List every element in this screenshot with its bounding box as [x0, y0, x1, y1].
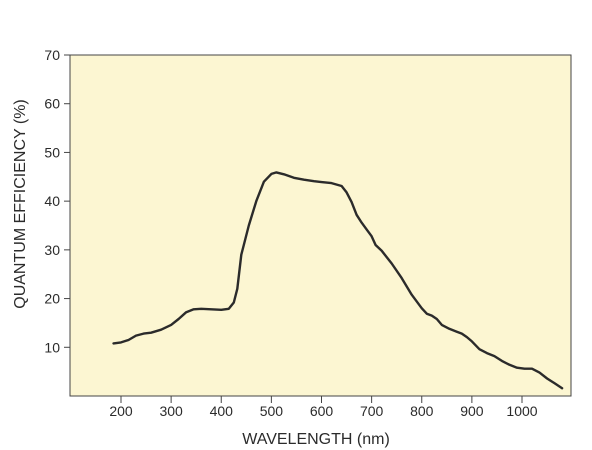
y-axis: 10 20 30 40 50 60 70 [44, 47, 70, 355]
x-tick-label: 700 [360, 403, 384, 419]
series-layer [112, 171, 564, 390]
y-tick-label: 70 [44, 47, 60, 63]
x-axis-title: WAVELENGTH (nm) [242, 431, 390, 448]
y-tick-label: 30 [44, 242, 60, 258]
x-tick-label: 1000 [506, 403, 537, 419]
y-tick-label: 10 [44, 339, 60, 355]
x-axis: 200 300 400 500 600 700 800 900 1000 [109, 396, 538, 419]
plot-area [69, 54, 572, 397]
x-tick-label: 600 [310, 403, 334, 419]
y-tick-label: 40 [44, 193, 60, 209]
x-tick-label: 900 [460, 403, 484, 419]
x-tick-label: 800 [410, 403, 434, 419]
y-axis-title: QUANTUM EFFICIENCY (%) [12, 99, 29, 308]
y-tick-label: 20 [44, 291, 60, 307]
x-tick-label: 200 [109, 403, 133, 419]
y-tick-label: 60 [44, 96, 60, 112]
series-line [112, 171, 564, 390]
x-tick-label: 300 [159, 403, 183, 419]
x-tick-label: 500 [260, 403, 284, 419]
x-tick-label: 400 [210, 403, 234, 419]
y-tick-label: 50 [44, 144, 60, 160]
